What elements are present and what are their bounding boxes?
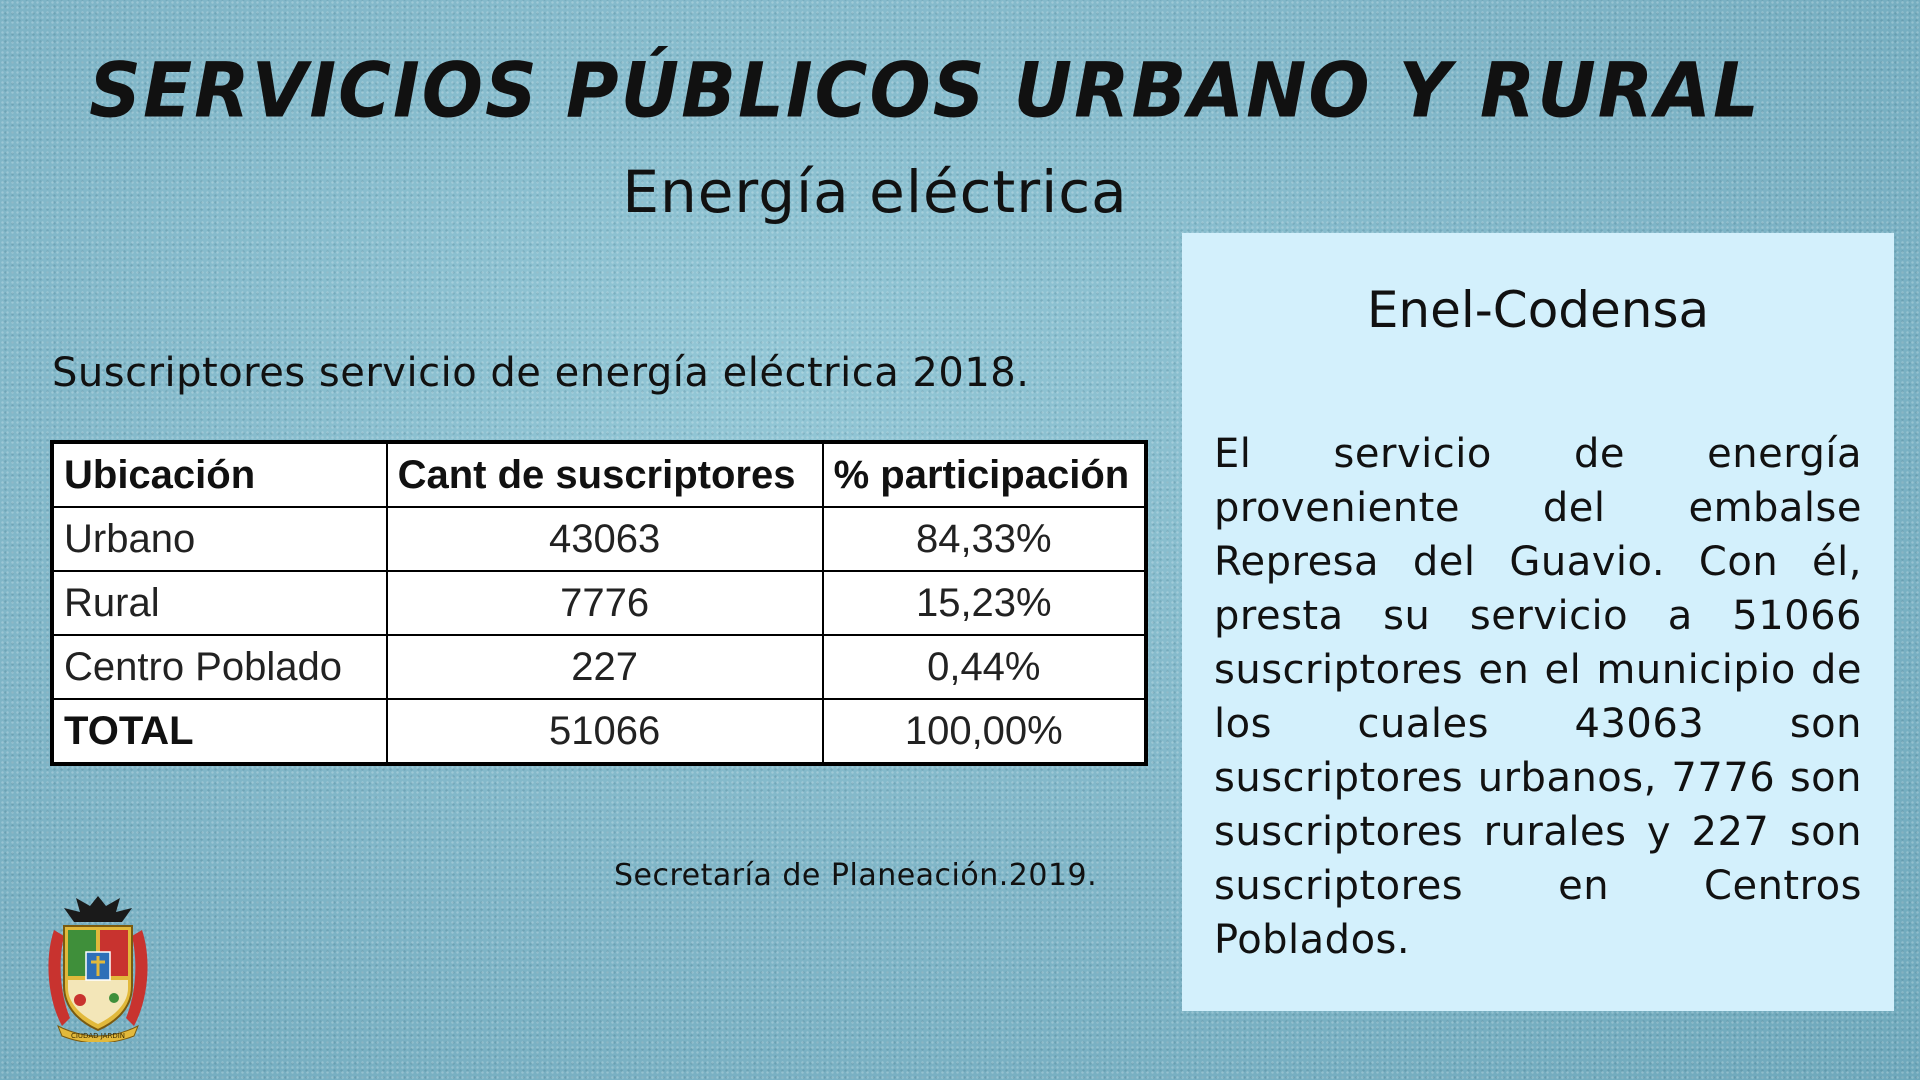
source-citation: Secretaría de Planeación.2019.: [614, 858, 1098, 893]
subscribers-table: Ubicación Cant de suscriptores % partici…: [50, 440, 1148, 766]
table-row: Centro Poblado 227 0,44%: [51, 634, 1148, 700]
page-subtitle: Energía eléctrica: [622, 158, 1128, 226]
table-row: Rural 7776 15,23%: [51, 570, 1148, 636]
table-row: Urbano 43063 84,33%: [51, 506, 1148, 572]
cell-subscribers: 43063: [385, 506, 824, 572]
cell-share: 100,00%: [821, 698, 1148, 765]
cell-location: TOTAL: [51, 698, 388, 765]
cell-share: 84,33%: [821, 506, 1148, 572]
table-caption: Suscriptores servicio de energía eléctri…: [52, 350, 1030, 396]
cell-share: 0,44%: [821, 634, 1148, 700]
column-header-location: Ubicación: [51, 441, 388, 508]
panel-body: El servicio de energía proveniente del e…: [1214, 431, 1862, 963]
cell-subscribers: 7776: [385, 570, 824, 636]
info-panel: Enel-Codensa El servicio de energía prov…: [1182, 233, 1894, 1011]
cell-subscribers: 51066: [385, 698, 824, 765]
page-title: SERVICIOS PÚBLICOS URBANO Y RURAL: [89, 45, 1761, 135]
column-header-subscribers: Cant de suscriptores: [385, 441, 824, 508]
logo-motto: CIUDAD JARDÍN: [71, 1031, 125, 1040]
table-header-row: Ubicación Cant de suscriptores % partici…: [51, 441, 1148, 508]
cell-subscribers: 227: [385, 634, 824, 700]
table-total-row: TOTAL 51066 100,00%: [51, 698, 1148, 765]
cell-location: Rural: [51, 570, 388, 636]
cell-location: Centro Poblado: [51, 634, 388, 700]
cell-location: Urbano: [51, 506, 388, 572]
municipal-coat-of-arms-icon: CIUDAD JARDÍN: [48, 896, 148, 1042]
panel-title: Enel-Codensa: [1366, 281, 1710, 339]
cell-share: 15,23%: [821, 570, 1148, 636]
column-header-share: % participación: [821, 441, 1148, 508]
